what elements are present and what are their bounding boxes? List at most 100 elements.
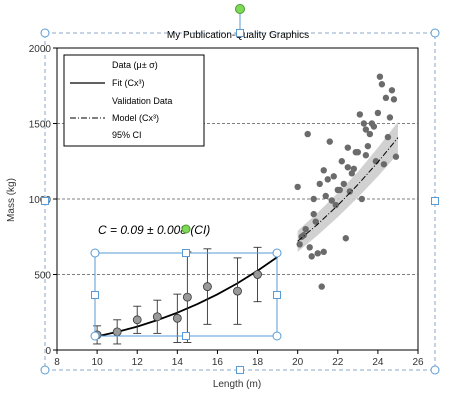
legend-entry-ci: 95% CI [112, 130, 142, 140]
y-tick-label: 1000 [29, 195, 52, 206]
validation-point [316, 180, 323, 188]
validation-point [392, 153, 400, 160]
validation-point [330, 173, 337, 180]
inner-rotate-handle[interactable] [181, 224, 191, 234]
validation-point [340, 180, 347, 188]
validation-point [370, 123, 378, 130]
validation-point [342, 235, 349, 242]
validation-point [312, 218, 319, 225]
data-point [172, 313, 182, 323]
validation-point [296, 241, 303, 248]
inner-handle-bottom-left[interactable] [90, 331, 100, 341]
y-axis-label: Mass (kg) [6, 178, 17, 222]
x-tick-label: 16 [212, 357, 224, 368]
validation-point [322, 192, 329, 200]
x-tick-label: 24 [372, 357, 384, 368]
validation-point [304, 130, 311, 138]
outer-handle-bottom-right[interactable] [430, 365, 440, 375]
validation-point [318, 283, 325, 290]
outer-handle-bottom[interactable] [236, 366, 244, 374]
inner-handle-top-left[interactable] [90, 248, 100, 258]
legend[interactable]: Data (μ± σ) Fit (Cx³) Validation Data Mo… [63, 54, 205, 147]
validation-point [350, 165, 358, 172]
axis-layer: 0 500 1000 1500 2000 8 10 12 14 16 18 20 22 24 26 [29, 44, 424, 368]
x-tick-label: 20 [292, 357, 304, 368]
outer-handle-bottom-left[interactable] [40, 365, 50, 375]
legend-entry-fit: Fit (Cx³) [112, 78, 145, 88]
x-tick-label: 26 [412, 357, 424, 368]
validation-point [354, 148, 362, 156]
inner-handle-right[interactable] [273, 291, 281, 299]
validation-point [328, 197, 335, 204]
inner-handle-bottom-right[interactable] [272, 331, 282, 341]
validation-point [302, 226, 309, 233]
y-tick-label: 2000 [29, 44, 52, 55]
y-tick-label: 1500 [29, 120, 52, 131]
y-tick-label: 0 [45, 346, 51, 357]
validation-point [364, 142, 372, 150]
data-point [182, 292, 192, 302]
validation-point [384, 133, 392, 141]
validation-point [344, 164, 352, 171]
data-point [233, 286, 242, 296]
validation-point [344, 144, 352, 151]
validation-point [320, 167, 327, 174]
x-tick-label: 22 [332, 357, 344, 368]
validation-point [390, 96, 398, 103]
validation-point [360, 120, 368, 127]
validation-point [324, 176, 331, 183]
model-line [297, 137, 399, 242]
data-point [132, 315, 142, 325]
validation-point [310, 195, 317, 203]
outer-handle-top[interactable] [236, 29, 244, 37]
x-tick-label: 18 [252, 357, 264, 368]
data-point [253, 270, 262, 279]
x-tick-label: 10 [92, 357, 104, 368]
x-tick-label: 12 [132, 357, 144, 368]
validation-point [366, 130, 374, 138]
validation-point [382, 94, 390, 102]
data-point [112, 327, 122, 337]
validation-point [326, 138, 333, 145]
inner-handle-left[interactable] [91, 291, 99, 299]
legend-entry-data: Data (μ± σ) [112, 60, 158, 70]
validation-point [376, 73, 384, 80]
x-tick-label: 8 [54, 357, 60, 368]
validation-point [308, 253, 315, 260]
outer-handle-top-right[interactable] [430, 28, 440, 38]
legend-box [63, 54, 205, 147]
outer-handle-right[interactable] [431, 197, 439, 205]
validation-point [356, 111, 364, 118]
outer-handle-left[interactable] [41, 197, 49, 205]
legend-entry-validation: Validation Data [112, 96, 172, 106]
legend-entry-model: Model (Cx³) [112, 113, 159, 123]
inner-handle-bottom[interactable] [182, 332, 190, 340]
validation-point [314, 250, 321, 257]
validation-point [380, 161, 388, 168]
validation-point [358, 195, 366, 203]
validation-point [388, 87, 396, 94]
validation-point [336, 186, 343, 194]
validation-point [320, 248, 327, 256]
validation-point [374, 109, 382, 117]
selection-handles[interactable] [40, 4, 440, 375]
data-point [203, 282, 212, 291]
validation-point [338, 158, 345, 165]
validation-point [306, 244, 313, 251]
inner-handle-top[interactable] [182, 249, 190, 257]
validation-point [310, 210, 317, 218]
data-point [152, 312, 162, 322]
outer-handle-top-left[interactable] [40, 28, 50, 38]
x-tick-label: 14 [172, 357, 184, 368]
validation-point [386, 114, 394, 121]
validation-point [346, 188, 354, 195]
annotation-text[interactable]: C = 0.09 ± 0.008 (CI) [98, 223, 210, 237]
rotate-handle[interactable] [235, 4, 245, 14]
validation-point [362, 126, 370, 133]
validation-point [294, 183, 301, 191]
inner-handle-top-right[interactable] [272, 248, 282, 258]
validation-point [332, 201, 339, 209]
validation-point [300, 232, 307, 239]
validation-point [362, 152, 370, 159]
